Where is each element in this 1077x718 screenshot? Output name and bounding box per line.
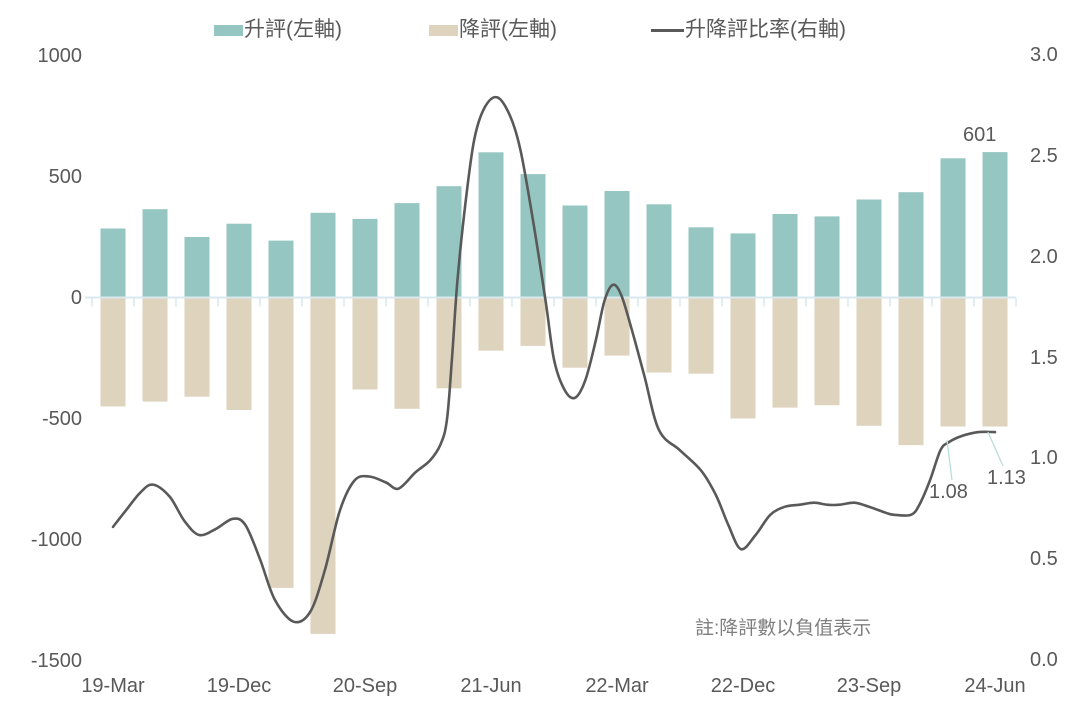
bar-upgrades xyxy=(940,158,966,298)
downgrades-legend-swatch-icon xyxy=(429,24,458,36)
legend-label-downgrades: 降評(左軸) xyxy=(459,18,557,41)
bar-downgrades xyxy=(898,297,924,446)
bar-downgrades xyxy=(520,297,546,346)
bar-upgrades xyxy=(100,228,126,298)
x-axis-tick-label: 22-Mar xyxy=(585,675,649,697)
bar-upgrades xyxy=(730,233,756,298)
bar-upgrades xyxy=(352,218,378,298)
right-axis-tick-label: 0.5 xyxy=(1030,548,1058,570)
bar-upgrades xyxy=(184,237,210,298)
left-axis-tick-label: 0 xyxy=(70,287,82,309)
bar-downgrades xyxy=(982,297,1008,427)
data-label-ratio-1-08: 1.08 xyxy=(929,481,968,503)
data-label-ratio-1-13: 1.13 xyxy=(987,467,1026,489)
upgrades-legend-swatch-icon xyxy=(214,24,243,36)
bar-downgrades xyxy=(856,297,882,426)
bar-downgrades xyxy=(688,297,714,374)
bar-upgrades xyxy=(814,216,840,298)
x-axis-tick-label: 24-Jun xyxy=(964,675,1026,697)
bar-upgrades xyxy=(268,240,294,298)
x-axis-tick-label: 22-Dec xyxy=(710,675,776,697)
right-axis-tick-label: 1.0 xyxy=(1030,447,1058,469)
bar-upgrades xyxy=(646,204,672,298)
leader-line-1-08 xyxy=(946,439,953,481)
bar-downgrades xyxy=(268,297,294,588)
bar-downgrades xyxy=(184,297,210,397)
bar-upgrades xyxy=(898,192,924,298)
x-axis-tick-label: 19-Dec xyxy=(206,675,272,697)
right-axis-tick-label: 1.5 xyxy=(1030,347,1058,369)
left-axis-tick-label: 500 xyxy=(48,166,82,188)
legend-item-ratio: 升降評比率(右軸) xyxy=(651,17,846,43)
x-axis-tick-label: 19-Mar xyxy=(81,675,145,697)
bar-upgrades xyxy=(772,214,798,298)
bar-downgrades xyxy=(100,297,126,407)
bar-upgrades xyxy=(982,152,1008,298)
legend-item-upgrades: 升評(左軸) xyxy=(214,17,342,43)
bar-downgrades xyxy=(646,297,672,373)
bar-downgrades xyxy=(352,297,378,390)
bar-downgrades xyxy=(226,297,252,410)
ratio-legend-line-icon xyxy=(651,28,684,32)
right-axis-tick-label: 3.0 xyxy=(1030,44,1058,66)
left-axis-tick-label: -1500 xyxy=(30,650,82,672)
leader-line-1-13 xyxy=(987,431,1004,467)
legend-label-upgrades: 升評(左軸) xyxy=(244,18,342,41)
chart-note: 註:降評數以負值表示 xyxy=(695,618,872,639)
bar-downgrades xyxy=(394,297,420,409)
bar-upgrades xyxy=(856,199,882,298)
bar-downgrades xyxy=(142,297,168,402)
bar-upgrades xyxy=(142,209,168,298)
legend-item-downgrades: 降評(左軸) xyxy=(429,17,557,43)
bar-upgrades xyxy=(310,212,336,298)
left-axis-tick-label: -1000 xyxy=(30,529,82,551)
bar-upgrades xyxy=(604,191,630,298)
bar-downgrades xyxy=(562,297,588,368)
bar-upgrades xyxy=(688,227,714,298)
x-axis-tick-label: 20-Sep xyxy=(332,675,398,697)
bar-upgrades xyxy=(394,203,420,298)
bar-downgrades xyxy=(814,297,840,406)
ratio-line xyxy=(111,95,997,624)
right-axis-tick-label: 0.0 xyxy=(1030,649,1058,671)
left-axis-tick-label: -500 xyxy=(41,408,82,430)
bar-downgrades xyxy=(310,297,336,634)
x-axis-tick-label: 21-Jun xyxy=(460,675,522,697)
right-axis-tick-label: 2.0 xyxy=(1030,246,1058,268)
bar-upgrades xyxy=(478,152,504,298)
legend-label-ratio: 升降評比率(右軸) xyxy=(685,18,846,41)
right-axis-tick-label: 2.5 xyxy=(1030,145,1058,167)
data-label-601: 601 xyxy=(963,124,997,146)
bar-upgrades xyxy=(226,223,252,298)
bar-downgrades xyxy=(772,297,798,408)
bar-upgrades xyxy=(562,205,588,298)
bar-downgrades xyxy=(940,297,966,427)
x-axis-tick-label: 23-Sep xyxy=(836,675,902,697)
left-axis-tick-label: 1000 xyxy=(37,45,83,67)
bar-downgrades xyxy=(478,297,504,351)
bar-downgrades xyxy=(730,297,756,419)
bar-downgrades xyxy=(436,297,462,389)
